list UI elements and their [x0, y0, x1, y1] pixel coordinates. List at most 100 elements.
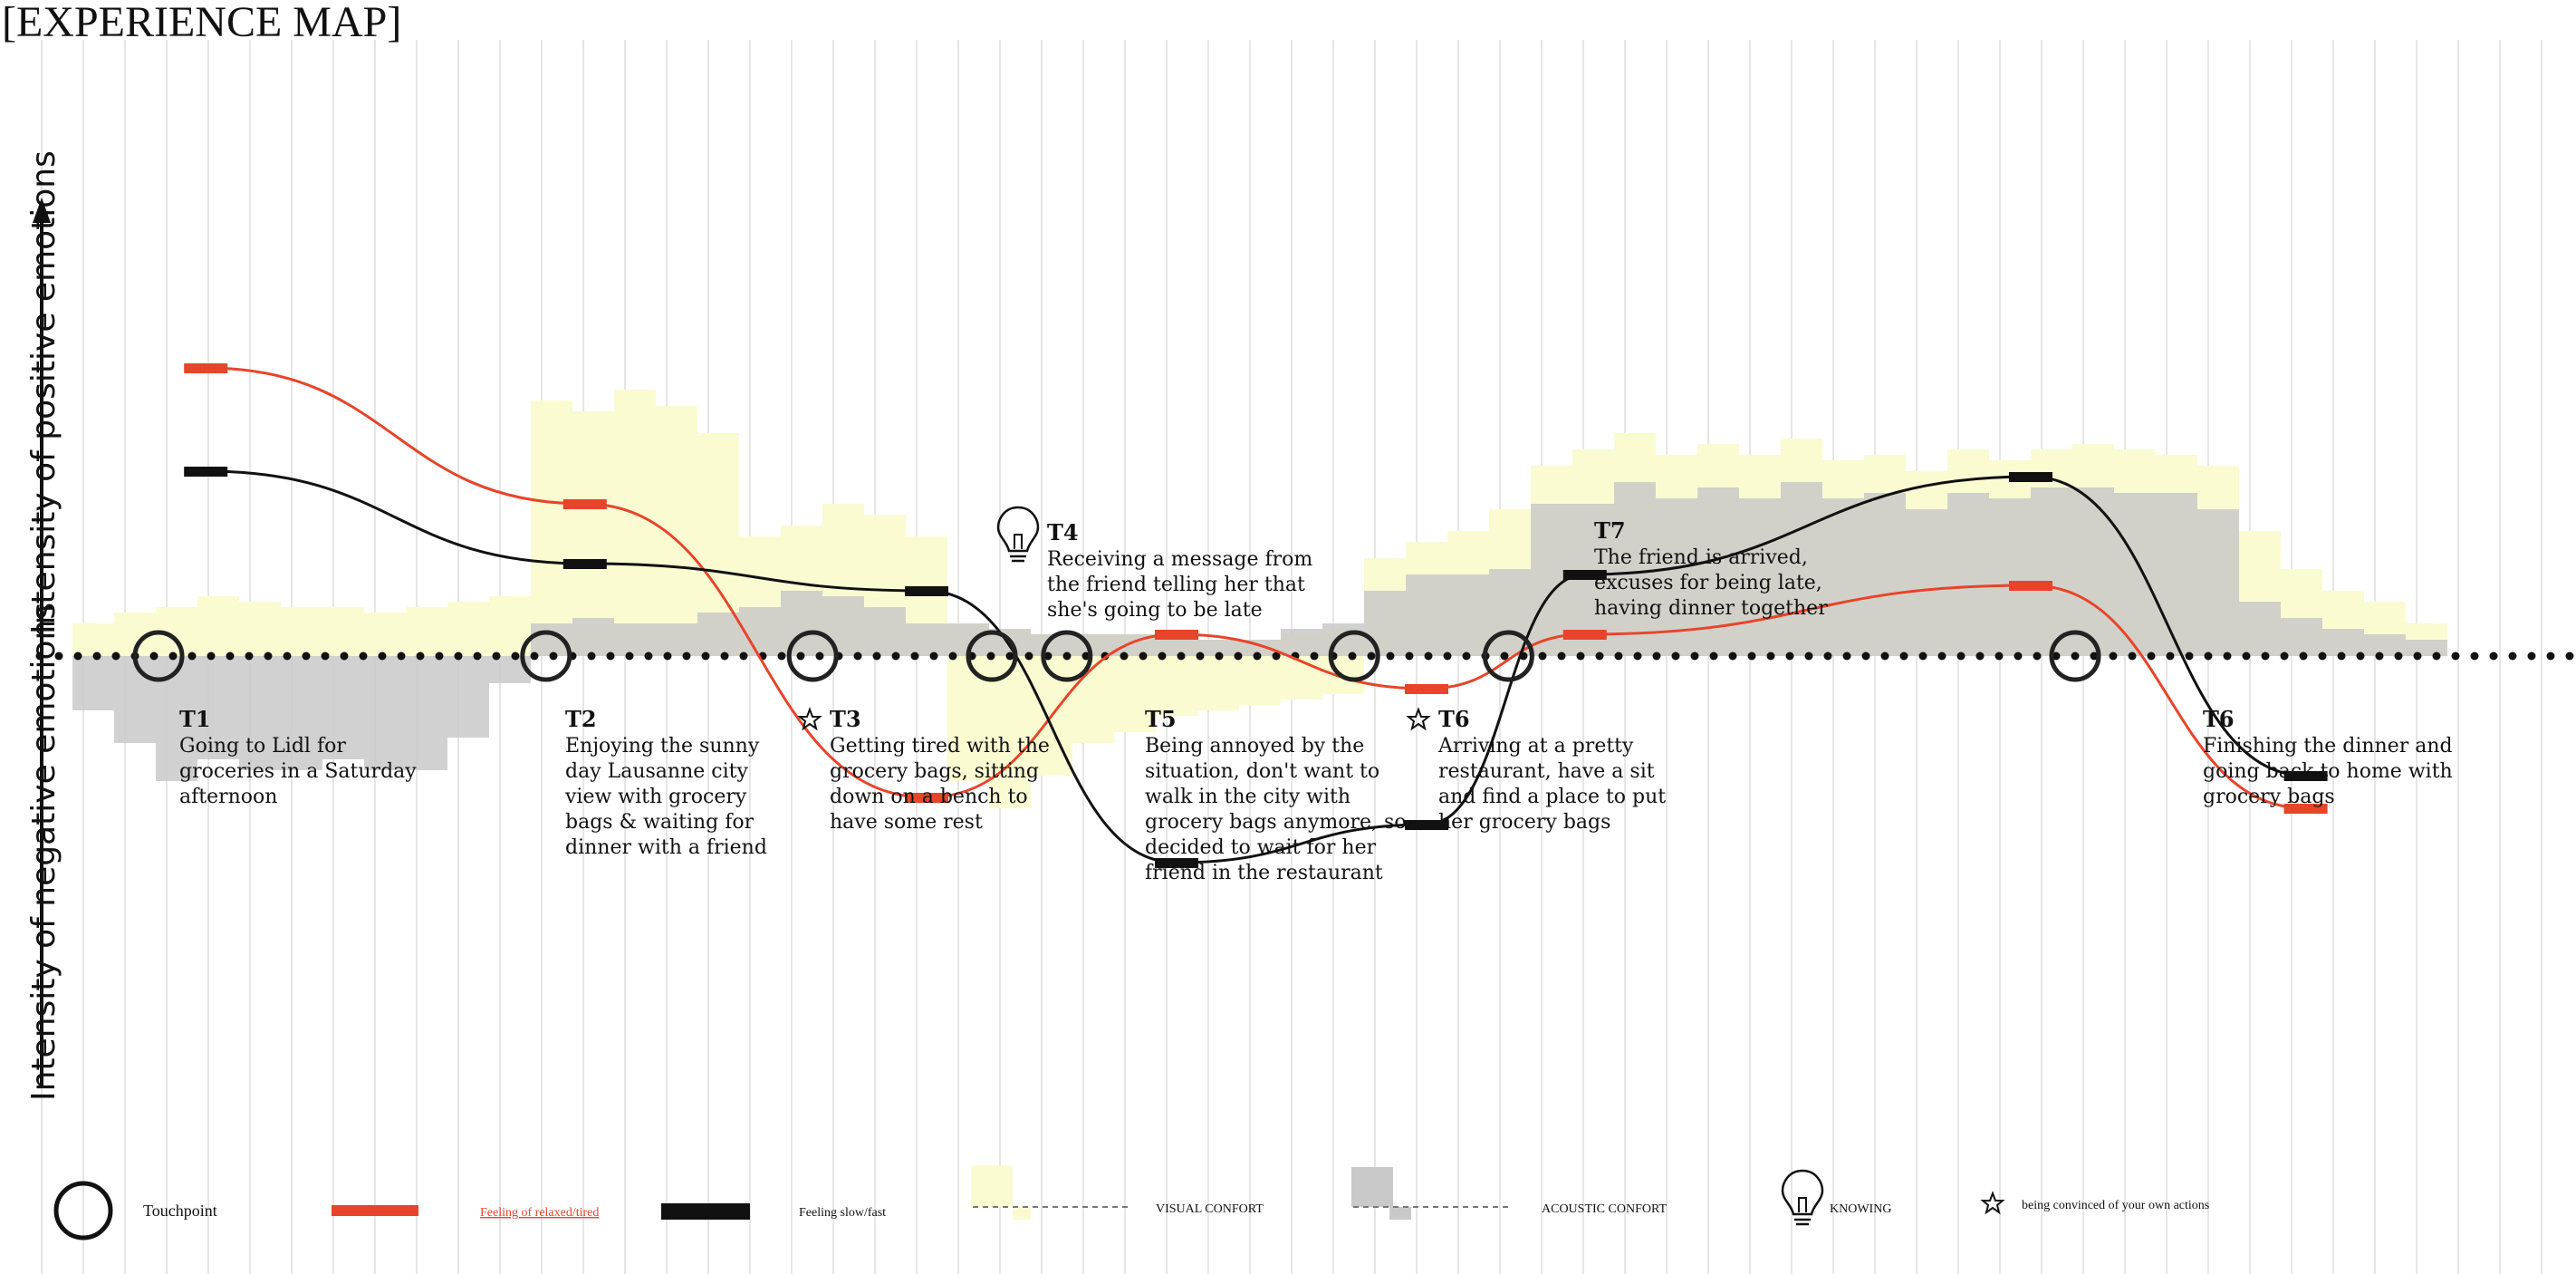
legend-knowing-label: KNOWING	[1830, 1202, 1891, 1216]
visual-comfort-swatch-neg	[1013, 1207, 1031, 1220]
visual-comfort-neg-bar	[1281, 656, 1322, 700]
baseline-dot	[1899, 651, 1908, 661]
visual-comfort-bar	[197, 596, 239, 656]
baseline-dot	[1272, 651, 1281, 661]
baseline-dot	[1405, 651, 1414, 661]
baseline-dot	[1310, 651, 1319, 661]
relaxed-point-marker	[1405, 684, 1448, 694]
baseline-dot	[910, 651, 919, 661]
baseline-dot	[2014, 651, 2023, 661]
acoustic-comfort-bar	[656, 623, 697, 656]
baseline-dot	[2356, 651, 2365, 661]
acoustic-comfort-bar	[2322, 629, 2364, 656]
touchpoint-description-line: bags & waiting for	[565, 811, 755, 834]
visual-comfort-bar	[614, 390, 656, 656]
baseline-dot	[1062, 651, 1072, 661]
touchpoint-circle	[2049, 630, 2101, 682]
legend-visual-label: VISUAL CONFORT	[1156, 1202, 1264, 1216]
acoustic-comfort-bar	[2281, 618, 2322, 656]
baseline-dot	[606, 651, 615, 661]
baseline-dot	[340, 651, 349, 661]
baseline-dot	[187, 651, 197, 661]
acoustic-comfort-bar	[822, 596, 864, 656]
touchpoint-description-line: down on a bench to	[830, 786, 1028, 808]
baseline-dot	[853, 651, 862, 661]
baseline-dot	[1462, 651, 1471, 661]
baseline-dot	[1386, 651, 1395, 661]
acoustic-comfort-bar	[1197, 640, 1239, 656]
baseline-dot	[1842, 651, 1851, 661]
positive-axis-label: Intensity of positive emotions	[25, 150, 62, 634]
speed-legend-swatch	[661, 1203, 750, 1220]
baseline-dot	[54, 651, 63, 661]
speed-point-marker	[562, 559, 607, 569]
baseline-dot	[1158, 651, 1167, 661]
baseline-dot	[739, 651, 748, 661]
touchpoint-description-line: excuses for being late,	[1594, 572, 1822, 594]
baseline-dot	[1747, 651, 1756, 661]
touchpoints	[132, 630, 2101, 682]
touchpoint-legend-icon	[53, 1181, 113, 1240]
baseline-dot	[435, 651, 444, 661]
touchpoint-description-line: view with grocery	[564, 786, 747, 808]
touchpoint-circle	[1041, 630, 1093, 682]
legend-touchpoint-label: Touchpoint	[143, 1202, 217, 1220]
speed-point-marker	[2009, 472, 2052, 482]
acoustic-comfort-bar	[1364, 591, 1406, 656]
baseline-dot	[1823, 651, 1832, 661]
touchpoint-id: T3	[830, 706, 861, 732]
touchpoint-description-line: Arriving at a pretty	[1437, 735, 1634, 758]
baseline-dot	[1139, 651, 1148, 661]
baseline-dot	[359, 651, 368, 661]
relaxed-legend-swatch	[332, 1205, 418, 1216]
touchpoint-id: T4	[1047, 519, 1079, 545]
visual-comfort-bar	[364, 613, 406, 656]
baseline-dot	[2052, 651, 2061, 661]
baseline-dot	[1424, 651, 1433, 661]
lightbulb-legend-icon	[1781, 1169, 1824, 1226]
touchpoint-circle	[1482, 630, 1534, 682]
touchpoint-description-line: she's going to be late	[1047, 599, 1263, 622]
touchpoint-description-line: grocery bags anymore, so	[1145, 811, 1407, 834]
speed-point-marker	[905, 586, 948, 596]
baseline-dot	[625, 651, 634, 661]
acoustic-comfort-bar	[1739, 498, 1781, 656]
baseline-dot	[2185, 651, 2194, 661]
baseline-dot	[1671, 651, 1680, 661]
baseline-dot	[2261, 651, 2270, 661]
baseline-dot	[1880, 651, 1889, 661]
baseline-dot	[73, 651, 82, 661]
baseline-dot	[2527, 651, 2536, 661]
baseline-dot	[1005, 651, 1014, 661]
touchpoint-description-line: walk in the city with	[1145, 786, 1350, 808]
baseline-dot	[1595, 651, 1604, 661]
acoustic-comfort-bar	[1614, 482, 1656, 656]
touchpoint-description-line: the friend telling her that	[1047, 574, 1305, 596]
baseline-dot	[549, 651, 558, 661]
baseline-dot	[720, 651, 729, 661]
acoustic-comfort-bar	[864, 607, 906, 656]
page-title: [EXPERIENCE MAP]	[2, 0, 401, 46]
negative-axis-label: Intensity of negative emotions	[25, 603, 62, 1101]
baseline-dot	[2166, 651, 2175, 661]
acoustic-comfort-bar	[2239, 602, 2281, 656]
baseline-dot	[2470, 651, 2479, 661]
visual-comfort-bar	[406, 607, 447, 656]
baseline-dot	[302, 651, 311, 661]
visual-comfort-neg-bar	[1072, 656, 1114, 743]
baseline-dot	[473, 651, 482, 661]
touchpoint-description-line: day Lausanne city	[565, 760, 748, 783]
baseline-dot	[1557, 651, 1566, 661]
baseline-dot	[1576, 651, 1585, 661]
acoustic-comfort-bar	[697, 613, 739, 656]
lightbulb-icon	[996, 506, 1040, 563]
touchpoint-description-line: dinner with a friend	[565, 836, 767, 859]
baseline-dot	[1956, 651, 1966, 661]
baseline-dot	[111, 651, 120, 661]
touchpoint-description-line: decided to wait for her	[1145, 836, 1377, 859]
touchpoint-description-line: her grocery bags	[1438, 811, 1610, 834]
visual-comfort-bar	[656, 406, 697, 656]
acoustic-comfort-bar	[114, 656, 156, 743]
relaxed-curve	[206, 366, 2306, 810]
speed-point-marker	[184, 467, 228, 477]
